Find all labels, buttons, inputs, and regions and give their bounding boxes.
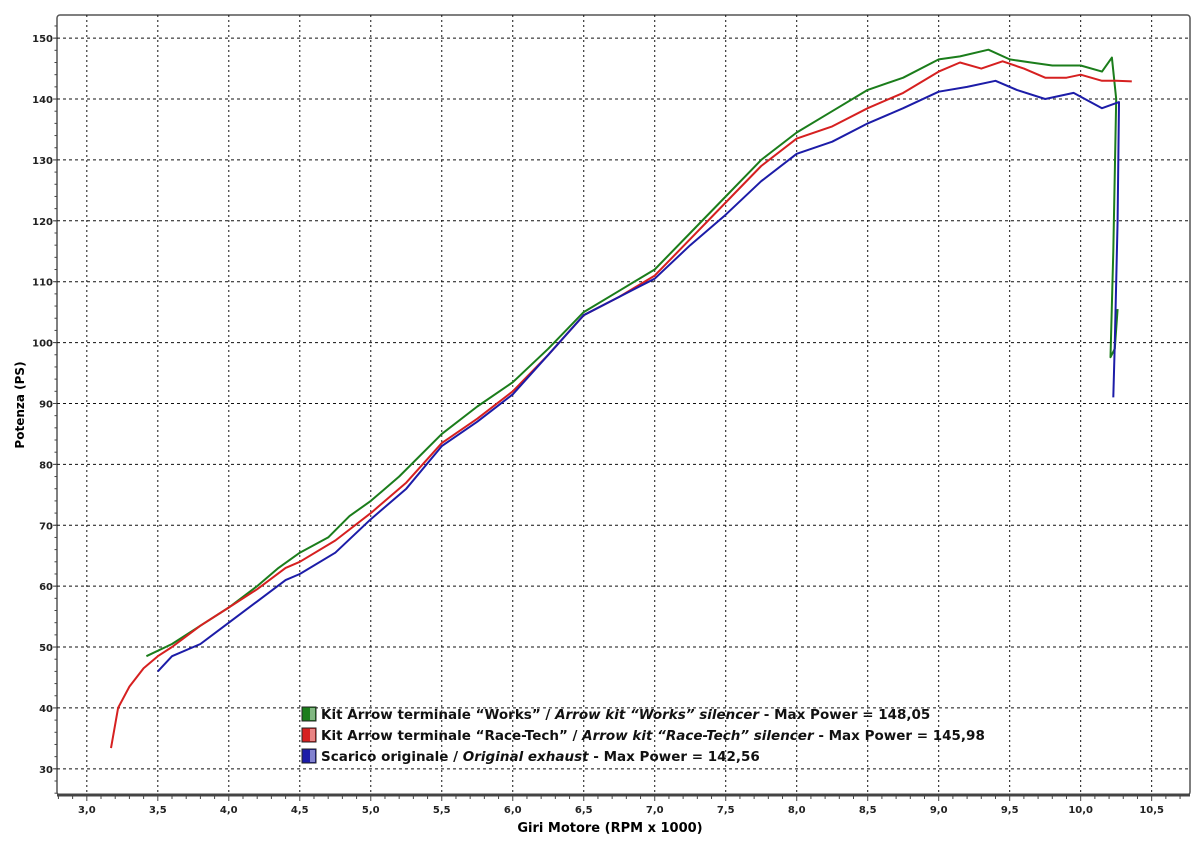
axes: 3,0 3,5 4,0 4,5 5,0 5,5 6,0 6,5 7,0 7,5 8,0 8,5 9,0 9… [32, 25, 1190, 816]
x-tick-label: 9,0 [930, 805, 948, 816]
y-tick-label: 140 [32, 95, 53, 106]
x-axis-label: Giri Motore (RPM x 1000) [517, 821, 702, 836]
plot-frame [56, 14, 1191, 796]
legend-text: Kit Arrow terminale “Race-Tech” / [321, 728, 582, 744]
y-tick-label: 70 [39, 521, 53, 532]
y-tick-label: 100 [32, 339, 53, 350]
legend-swatch-highlight [310, 750, 315, 762]
legend-text-suffix: - Max Power = 142,56 [589, 749, 760, 765]
x-tick-label: 8,0 [788, 805, 806, 816]
legend-text-italic: Original exhaust [463, 749, 589, 765]
series-line-1 [145, 48, 1119, 658]
y-tick-label: 80 [39, 460, 53, 471]
x-tick-label: 4,5 [291, 805, 309, 816]
legend-text-italic: Arrow kit “Race-Tech” silencer [581, 728, 815, 744]
x-tick-label: 10,0 [1068, 805, 1093, 816]
legend-swatch [301, 727, 317, 743]
legend: Kit Arrow terminale “Works” / Arrow kit … [301, 706, 985, 765]
legend-swatch-highlight [310, 708, 315, 720]
x-tick-label: 8,5 [859, 805, 877, 816]
x-tick-label: 9,5 [1001, 805, 1019, 816]
series-lines [110, 48, 1132, 749]
y-tick-label: 150 [32, 34, 53, 45]
x-tick-label: 6,5 [575, 805, 593, 816]
y-tick-label: 40 [39, 704, 53, 715]
y-tick-label: 50 [39, 643, 53, 654]
y-tick-label: 90 [39, 399, 53, 410]
legend-swatch [301, 706, 317, 722]
legend-swatch-highlight [310, 729, 315, 741]
series-line-3 [157, 79, 1120, 673]
x-tick-label: 4,0 [220, 805, 238, 816]
x-tick-label: 3,0 [78, 805, 96, 816]
legend-entry: Scarico originale / Original exhaust - M… [321, 749, 760, 765]
grid [56, 14, 1191, 796]
y-tick-label: 30 [39, 765, 53, 776]
y-tick-label: 120 [32, 217, 53, 228]
x-tick-label: 7,0 [646, 805, 664, 816]
x-tick-label: 5,5 [433, 805, 451, 816]
x-tick-label: 7,5 [717, 805, 735, 816]
y-tick-label: 110 [32, 278, 53, 289]
legend-swatch [301, 748, 317, 764]
legend-text: Scarico originale / [321, 749, 463, 765]
x-tick-label: 6,0 [504, 805, 522, 816]
legend-entry: Kit Arrow terminale “Works” / Arrow kit … [321, 707, 930, 723]
legend-text: Kit Arrow terminale “Works” / [321, 707, 555, 723]
legend-entry: Kit Arrow terminale “Race-Tech” / Arrow … [321, 728, 985, 744]
legend-text-suffix: - Max Power = 148,05 [759, 707, 930, 723]
y-axis-label: Potenza (PS) [13, 361, 27, 448]
y-tick-label: 130 [32, 156, 53, 167]
x-tick-label: 10,5 [1139, 805, 1164, 816]
x-tick-label: 3,5 [149, 805, 167, 816]
x-tick-label: 5,0 [362, 805, 380, 816]
legend-text-italic: Arrow kit “Works” silencer [554, 707, 760, 723]
y-tick-label: 60 [39, 582, 53, 593]
legend-text-suffix: - Max Power = 145,98 [814, 728, 985, 744]
